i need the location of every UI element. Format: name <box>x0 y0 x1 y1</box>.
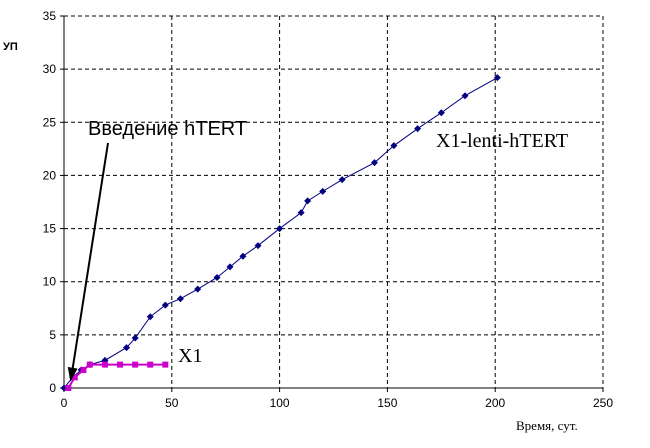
data-point-x1-lenti-htert <box>437 109 445 117</box>
data-point-x1-lenti-htert <box>146 313 154 321</box>
data-point-x1-lenti-htert <box>176 295 184 303</box>
data-point-x1-lenti-htert <box>461 92 469 100</box>
series-label-x1-lenti-htert: X1-lenti-hTERT <box>436 130 568 152</box>
y-tick-label: 35 <box>43 9 57 23</box>
data-point-x1 <box>71 374 78 381</box>
annotation-htert: Введение hTERT <box>88 118 247 140</box>
y-tick-label: 20 <box>43 168 57 182</box>
annotation-arrow-shaft <box>71 142 109 370</box>
data-point-x1-lenti-htert <box>276 225 284 233</box>
axes <box>60 15 604 392</box>
data-point-x1-lenti-htert <box>123 344 131 352</box>
data-point-x1-lenti-htert <box>319 187 327 195</box>
data-point-x1 <box>147 361 154 368</box>
data-point-x1-lenti-htert <box>297 209 305 217</box>
data-point-x1 <box>65 385 72 391</box>
data-point-x1-lenti-htert <box>254 242 262 250</box>
series-group <box>60 74 501 392</box>
y-tick-label: 15 <box>43 222 57 236</box>
data-point-x1 <box>132 361 139 368</box>
x-tick-label: 100 <box>270 396 290 410</box>
y-tick-label: 25 <box>43 115 57 129</box>
x-tick-label: 0 <box>61 396 68 410</box>
data-point-x1-lenti-htert <box>304 197 312 205</box>
data-point-x1-lenti-htert <box>338 176 346 184</box>
data-point-x1-lenti-htert <box>239 252 247 260</box>
x-tick-label: 200 <box>485 396 505 410</box>
data-point-x1-lenti-htert <box>493 74 501 82</box>
data-point-x1-lenti-htert <box>161 301 169 309</box>
data-point-x1-lenti-htert <box>370 159 378 167</box>
tick-labels: 0 5 10 15 20 25 30 35 0 50 100 150 200 250 <box>43 9 614 410</box>
y-tick-label: 10 <box>43 275 57 289</box>
x-tick-label: 250 <box>593 396 613 410</box>
data-point-x1-lenti-htert <box>226 263 234 271</box>
data-point-x1-lenti-htert <box>414 125 422 133</box>
y-axis-label: УП <box>3 41 18 53</box>
data-point-x1-lenti-htert <box>131 334 139 342</box>
annotation-arrow-head <box>67 367 78 382</box>
x-axis-label: Время, сут. <box>516 418 578 433</box>
x-tick-label: 150 <box>377 396 397 410</box>
data-point-x1 <box>162 361 169 368</box>
data-point-x1 <box>86 361 93 368</box>
series-label-x1: X1 <box>178 345 202 367</box>
grid <box>64 15 604 388</box>
data-point-x1-lenti-htert <box>390 142 398 150</box>
y-tick-label: 0 <box>49 381 56 395</box>
data-point-x1 <box>117 361 124 368</box>
x-tick-label: 50 <box>165 396 179 410</box>
data-point-x1-lenti-htert <box>213 273 221 281</box>
data-point-x1 <box>80 366 87 373</box>
annotation-arrow <box>67 142 109 382</box>
y-tick-label: 30 <box>43 62 57 76</box>
y-tick-label: 5 <box>49 328 56 342</box>
series-line-x1-lenti-htert <box>63 77 498 389</box>
data-point-x1-lenti-htert <box>194 285 202 293</box>
data-point-x1 <box>101 361 108 368</box>
